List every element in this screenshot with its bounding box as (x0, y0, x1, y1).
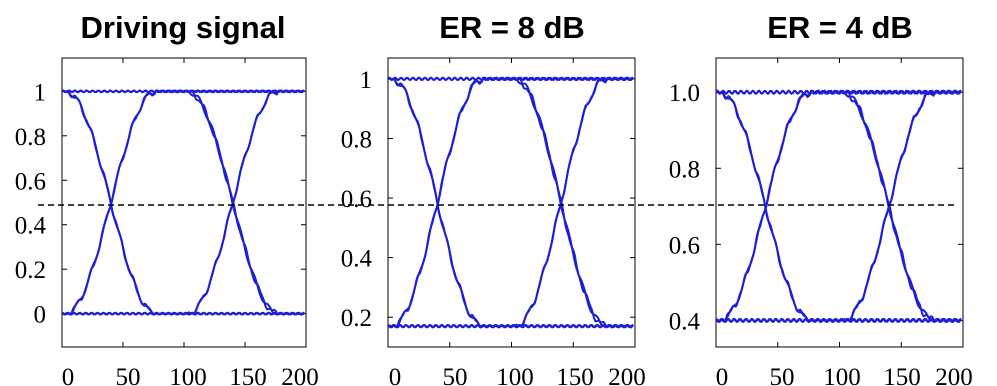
plot-traces (715, 58, 964, 347)
trace-high-low-high (62, 90, 305, 315)
trace-high-high-low (716, 89, 962, 323)
trace-high-high-low (388, 76, 634, 329)
y-tick-label: 1 (360, 67, 373, 94)
y-tick-label: 0.6 (669, 232, 700, 259)
y-tick-label: 0.8 (669, 156, 700, 183)
trace-low-high-high (716, 89, 962, 323)
x-tick-label: 200 (935, 364, 973, 386)
panel-driving-signal: Driving signal 0 50 100 150 200 0 0.2 0.4 0.6 0.… (15, 10, 319, 386)
y-tick-label: 0.4 (669, 308, 701, 335)
y-tick-label: 1 (34, 79, 47, 106)
trace-low-high-low (62, 90, 305, 315)
y-tick-label: 1.0 (669, 80, 700, 107)
y-tick-label: 0.4 (15, 213, 47, 240)
trace-high-low-high (716, 91, 962, 322)
x-tick-label: 0 (389, 364, 402, 386)
y-tick-label: 0.2 (15, 257, 46, 284)
y-tick-labels: 0 0.2 0.4 0.6 0.8 1 (15, 79, 47, 328)
y-tick-label: 0.6 (341, 186, 372, 213)
plot-area-frame (61, 57, 307, 348)
trace-high-low-high (388, 77, 634, 328)
panel-title: ER = 8 dB (439, 10, 585, 45)
x-tick-label: 200 (281, 364, 319, 386)
plot-traces (387, 58, 636, 347)
trace-low-low-high (716, 89, 962, 323)
x-tick-label: 0 (716, 364, 729, 386)
y-tick-label: 0.2 (341, 305, 372, 332)
x-tick-label: 50 (770, 364, 795, 386)
panel-title: Driving signal (81, 10, 286, 45)
plot-area-frame (387, 57, 636, 348)
x-tick-label: 100 (823, 364, 861, 386)
plot-area-frame (715, 57, 964, 348)
x-tick-label: 100 (169, 364, 207, 386)
trace-low-low-high (388, 76, 634, 329)
x-tick-label: 150 (556, 364, 594, 386)
x-tick-label: 50 (443, 364, 468, 386)
y-tick-labels: 0.4 0.6 0.8 1.0 (669, 80, 701, 335)
x-tick-labels: 0 50 100 150 200 (716, 364, 973, 386)
x-tick-label: 150 (229, 364, 267, 386)
trace-low-high-low (388, 77, 634, 328)
panel-er-4db: ER = 4 dB 0 50 100 150 200 0.4 0.6 0.8 1.0 (669, 10, 973, 386)
y-tick-labels: 0.2 0.4 0.6 0.8 1 (341, 67, 373, 332)
panel-title: ER = 4 dB (767, 10, 913, 45)
panel-er-8db: ER = 8 dB 0 50 100 150 200 0.2 0.4 0.6 0.8 1 (341, 10, 646, 386)
trace-high-low-low (716, 90, 962, 323)
x-tick-labels: 0 50 100 150 200 (389, 364, 646, 386)
y-tick-label: 0.8 (15, 124, 46, 151)
x-tick-label: 50 (116, 364, 141, 386)
plot-traces (61, 58, 307, 347)
x-tick-label: 150 (883, 364, 921, 386)
trace-low-high-high (388, 76, 634, 329)
y-tick-label: 0.6 (15, 168, 46, 195)
trace-low-low-high (62, 89, 305, 316)
trace-low-high-high (62, 89, 305, 316)
y-tick-label: 0.4 (341, 246, 373, 273)
x-tick-labels: 0 50 100 150 200 (62, 364, 319, 386)
y-tick-label: 0.8 (341, 126, 372, 153)
trace-high-high-low (62, 89, 305, 316)
trace-high-low-low (388, 76, 634, 329)
trace-high-low-low (62, 89, 305, 316)
x-tick-label: 0 (62, 364, 75, 386)
x-tick-label: 100 (496, 364, 534, 386)
x-tick-label: 200 (608, 364, 646, 386)
trace-low-high-low (716, 91, 962, 322)
y-tick-label: 0 (34, 302, 47, 329)
